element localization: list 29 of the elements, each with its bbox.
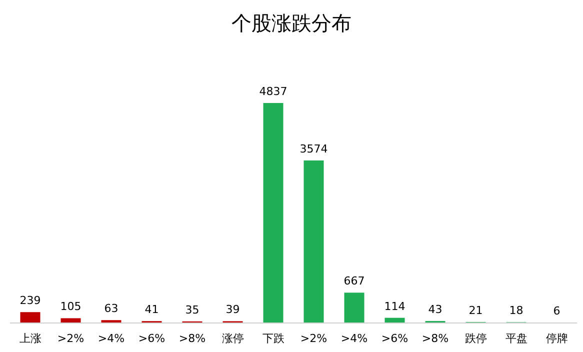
x-tick-label: >4% [98,332,125,345]
data-label: 4837 [259,85,288,98]
x-tick-label: >6% [381,332,408,345]
x-tick-label: >2% [300,332,328,345]
data-label: 6 [553,304,560,318]
data-label: 239 [20,294,41,308]
data-label: 3574 [300,142,328,156]
x-tick-label: 下跌 [262,332,284,345]
data-label: 35 [185,303,200,316]
x-tick-label: >4% [340,332,368,345]
data-label: 667 [344,274,365,288]
chart-title: 个股涨跌分布 [232,11,352,35]
x-tick-label: 平盘 [505,332,528,345]
x-tick-label: 涨停 [222,332,244,345]
data-label: 21 [468,304,483,318]
data-label: 39 [226,303,240,316]
x-tick-label: 停牌 [546,332,568,345]
data-label: 41 [144,303,159,316]
x-tick-label: 上涨 [19,332,42,345]
x-tick-label: >2% [57,332,84,345]
data-label: 105 [60,300,82,314]
x-tick-label: >8% [422,332,449,345]
data-label: 43 [428,303,442,316]
x-tick-label: >8% [178,332,206,345]
x-tick-label: 跌停 [464,332,487,345]
data-label: 63 [104,302,118,316]
data-label: 18 [509,304,524,318]
x-tick-label: >6% [138,332,166,345]
data-label: 114 [384,300,406,313]
